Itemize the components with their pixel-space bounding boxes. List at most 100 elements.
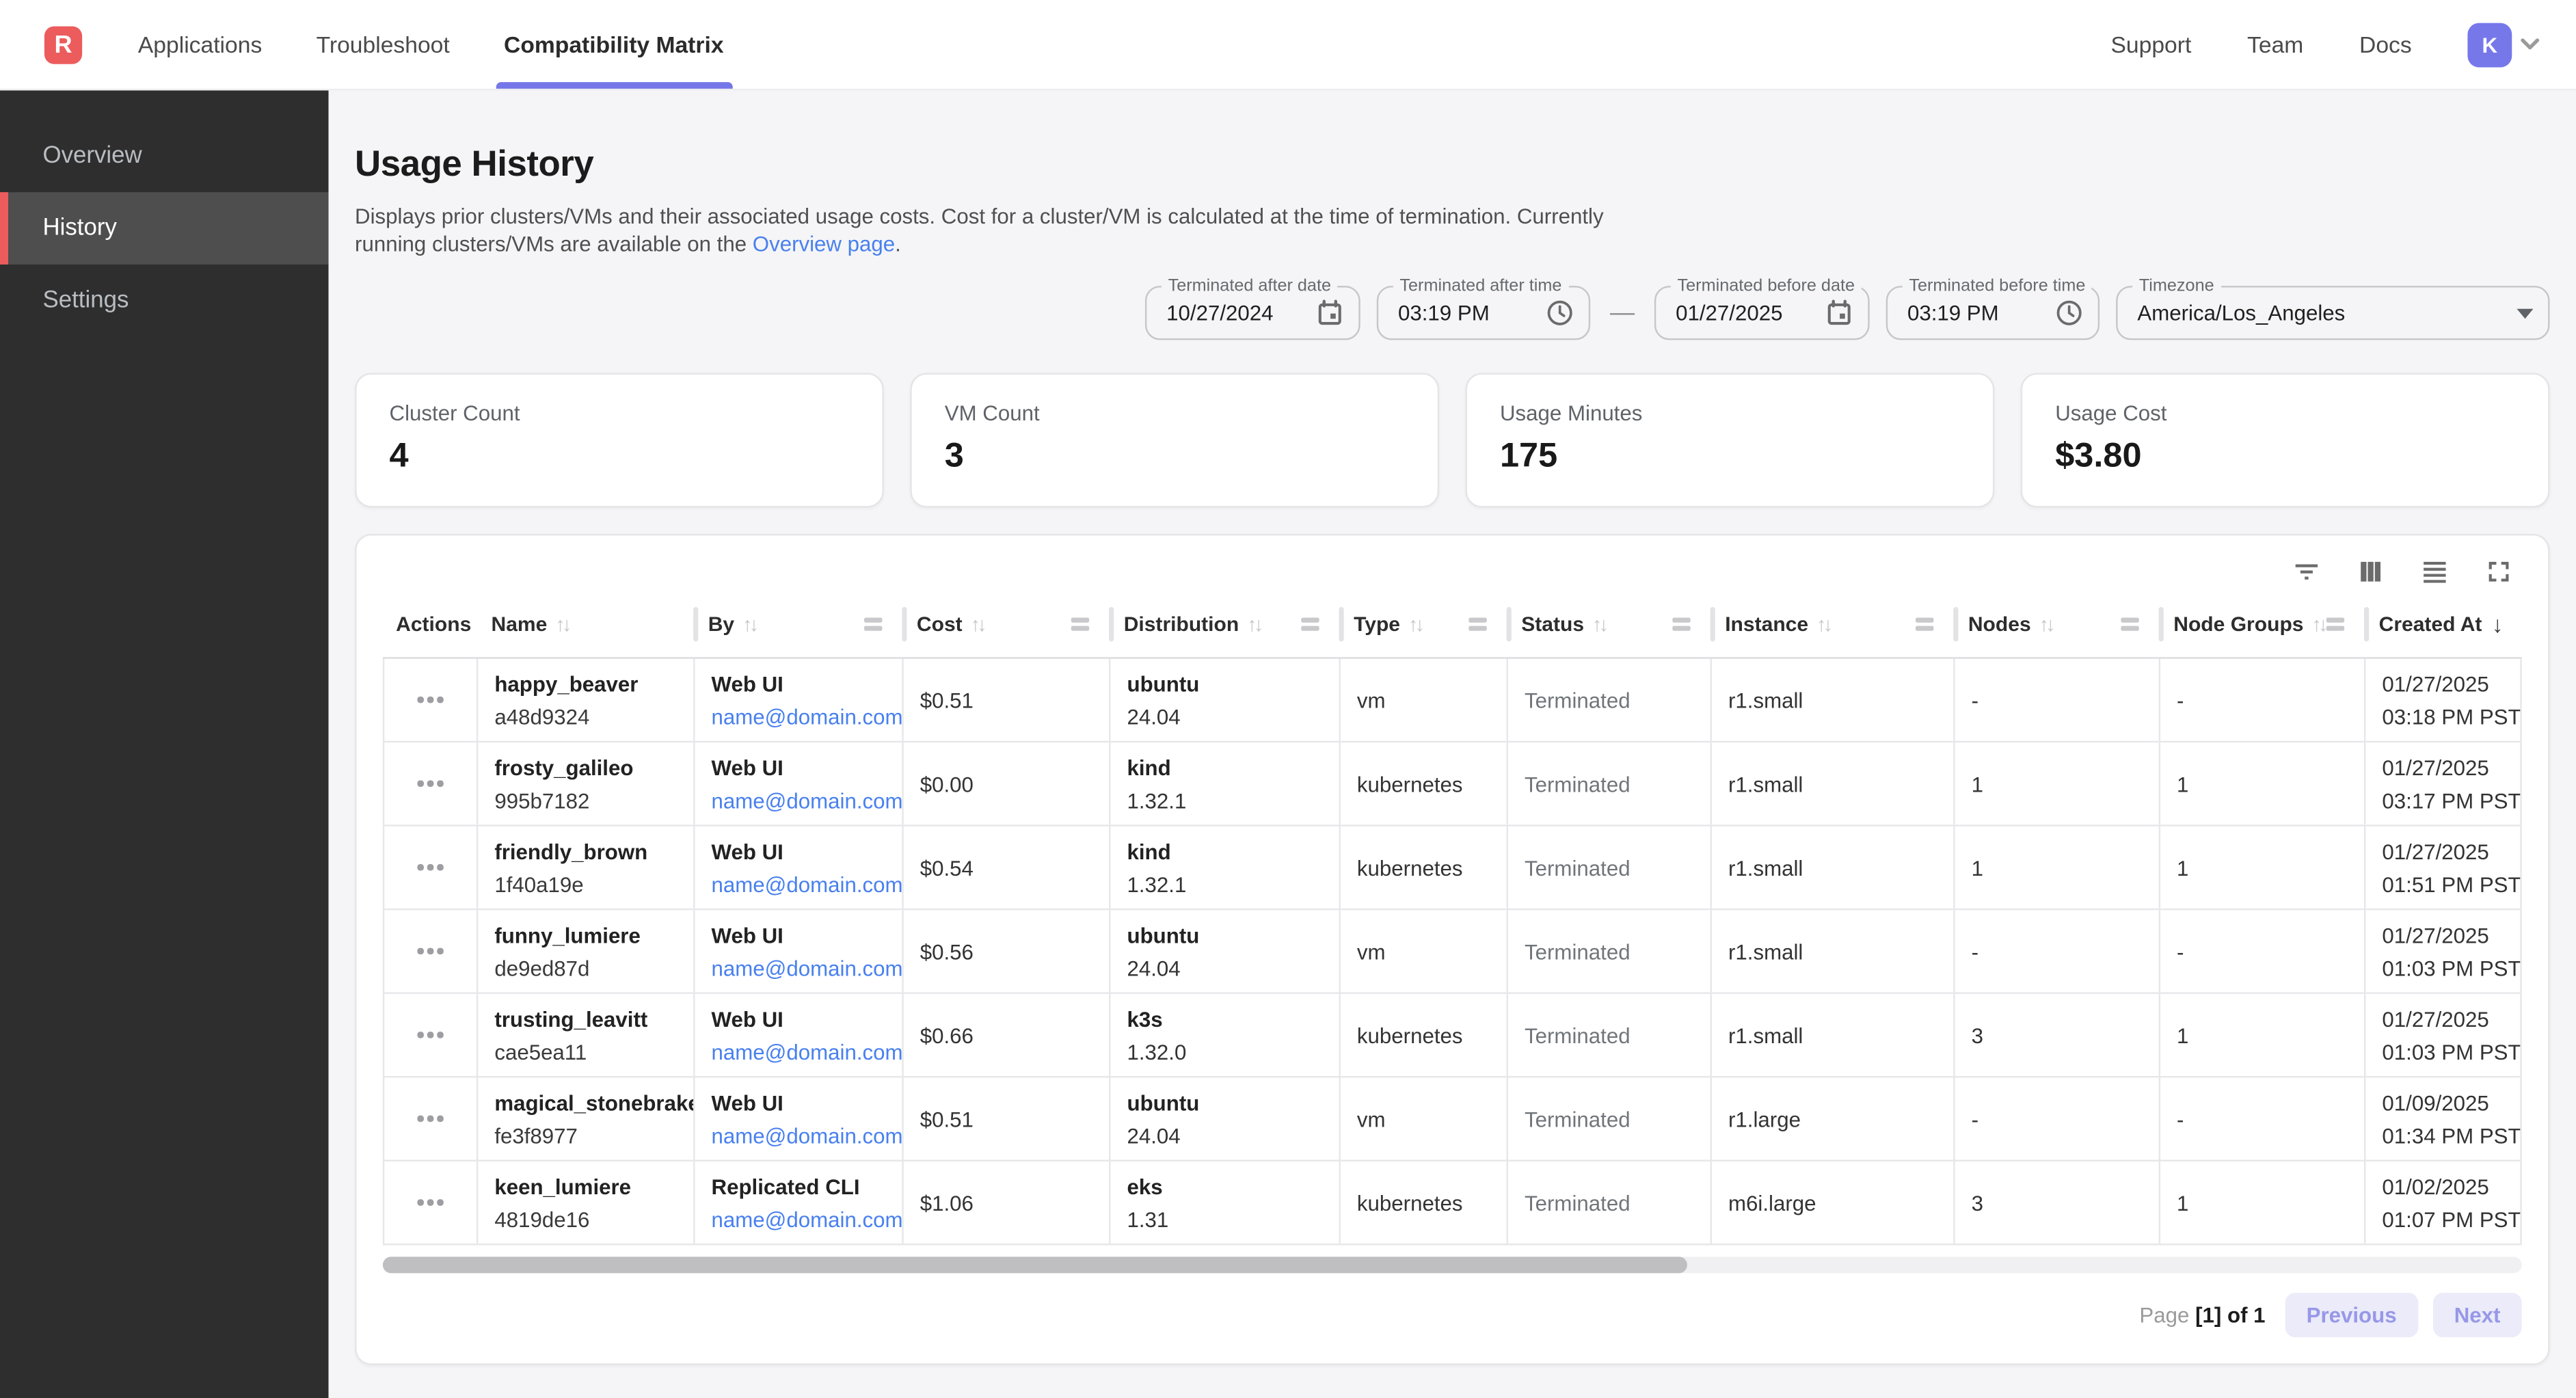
clock-icon[interactable] <box>1546 299 1574 327</box>
nav-item-applications[interactable]: Applications <box>137 31 263 58</box>
density-icon[interactable] <box>2420 557 2450 587</box>
email-link[interactable]: name@domain.com <box>711 788 903 813</box>
column-separator[interactable] <box>2364 606 2370 642</box>
column-header-by[interactable]: By ↑↓ <box>695 591 907 657</box>
columns-icon[interactable] <box>2356 557 2385 587</box>
column-menu-icon[interactable] <box>1071 618 1101 631</box>
column-separator[interactable] <box>1339 606 1344 642</box>
distribution-cell: k3s 1.32.0 <box>1110 993 1341 1077</box>
email-link[interactable]: name@domain.com <box>711 871 903 896</box>
more-actions-icon[interactable] <box>417 1032 444 1038</box>
next-page-button[interactable]: Next <box>2432 1293 2522 1338</box>
column-separator[interactable] <box>1109 606 1114 642</box>
nodes-cell: 1 <box>1955 742 2161 825</box>
email-link[interactable]: name@domain.com <box>711 703 903 729</box>
column-header-distribution[interactable]: Distribution ↑↓ <box>1110 591 1344 657</box>
sort-icon[interactable]: ↑↓ <box>1816 613 1833 636</box>
column-menu-icon[interactable] <box>1672 618 1702 631</box>
column-separator[interactable] <box>693 606 699 642</box>
filter-icon[interactable] <box>2292 557 2321 587</box>
nav-item-docs[interactable]: Docs <box>2359 31 2412 58</box>
actions-cell <box>382 1161 479 1244</box>
name-cell: funny_lumiere de9ed87d <box>478 910 695 993</box>
clock-icon[interactable] <box>2055 299 2083 327</box>
sidebar-item-overview[interactable]: Overview <box>42 143 142 170</box>
nav-item-team[interactable]: Team <box>2247 31 2304 58</box>
column-header-instance[interactable]: Instance ↑↓ <box>1712 591 1959 657</box>
sort-icon[interactable]: ↑↓ <box>2311 613 2329 636</box>
primary-nav: Applications Troubleshoot Compatibility … <box>137 0 732 89</box>
horizontal-scrollbar-thumb[interactable] <box>382 1256 1688 1274</box>
nav-item-troubleshoot[interactable]: Troubleshoot <box>316 31 450 58</box>
by-cell: Web UI name@domain.com <box>695 1077 904 1160</box>
email-link[interactable]: name@domain.com <box>711 1123 903 1148</box>
column-menu-icon[interactable] <box>2326 618 2356 631</box>
sort-icon[interactable]: ↑↓ <box>742 613 759 636</box>
status-cell: Terminated <box>1508 742 1712 825</box>
column-header-name[interactable]: Name ↑↓ <box>478 591 699 657</box>
user-avatar[interactable]: K <box>2467 22 2512 67</box>
column-header-type[interactable]: Type ↑↓ <box>1341 591 1512 657</box>
table-body: happy_beaver a48d9324 Web UI name@domain… <box>382 658 2522 1246</box>
name-cell: keen_lumiere 4819de16 <box>478 1161 695 1244</box>
column-menu-icon[interactable] <box>1468 618 1498 631</box>
nav-item-compatibility-matrix[interactable]: Compatibility Matrix <box>496 0 732 89</box>
sort-icon[interactable]: ↑↓ <box>1247 613 1263 636</box>
distribution-cell: kind 1.32.1 <box>1110 826 1341 909</box>
sort-icon[interactable]: ↑↓ <box>555 613 572 636</box>
sort-desc-icon[interactable]: ↓ <box>2491 610 2504 638</box>
column-header-node-groups[interactable]: Node Groups ↑↓ <box>2160 591 2370 657</box>
terminated-after-time-field[interactable]: Terminated after time 03:19 PM <box>1376 275 1591 340</box>
column-header-cost[interactable]: Cost ↑↓ <box>904 591 1114 657</box>
more-actions-icon[interactable] <box>417 781 444 787</box>
replicated-logo[interactable]: R <box>44 25 83 64</box>
column-separator[interactable] <box>1506 606 1512 642</box>
column-menu-icon[interactable] <box>2121 618 2150 631</box>
column-separator[interactable] <box>2158 606 2164 642</box>
timezone-select[interactable]: Timezone America/Los_Angeles <box>2116 275 2550 340</box>
nodes-cell: 3 <box>1955 1161 2161 1244</box>
pagination: Page [1] of 1 Previous Next <box>383 1293 2522 1338</box>
sort-icon[interactable]: ↑↓ <box>1408 613 1425 636</box>
calendar-icon[interactable] <box>1825 299 1853 327</box>
terminated-before-date-field[interactable]: Terminated before date 01/27/2025 <box>1654 275 1870 340</box>
column-header-nodes[interactable]: Nodes ↑↓ <box>1955 591 2164 657</box>
nav-item-support[interactable]: Support <box>2110 31 2192 58</box>
account-menu[interactable]: K <box>2467 22 2540 67</box>
column-separator[interactable] <box>1710 606 1715 642</box>
email-link[interactable]: name@domain.com <box>711 1038 903 1064</box>
fullscreen-icon[interactable] <box>2484 557 2513 587</box>
main-content: Usage History Displays prior clusters/VM… <box>328 90 2576 1398</box>
overview-page-link[interactable]: Overview page <box>752 230 896 256</box>
column-header-status[interactable]: Status ↑↓ <box>1508 591 1715 657</box>
sidebar-item-settings[interactable]: Settings <box>42 287 129 314</box>
more-actions-icon[interactable] <box>417 1116 444 1122</box>
column-separator[interactable] <box>902 606 907 642</box>
more-actions-icon[interactable] <box>417 1199 444 1206</box>
sort-icon[interactable]: ↑↓ <box>2039 613 2056 636</box>
sidebar-item-history[interactable]: History <box>0 192 329 265</box>
more-actions-icon[interactable] <box>417 948 444 954</box>
sort-icon[interactable]: ↑↓ <box>970 613 987 636</box>
calendar-icon[interactable] <box>1316 299 1344 327</box>
column-menu-icon[interactable] <box>1915 618 1945 631</box>
column-menu-icon[interactable] <box>1301 618 1330 631</box>
field-label: Terminated before time <box>1902 275 2093 296</box>
horizontal-scrollbar-track[interactable] <box>382 1256 2522 1274</box>
actions-cell <box>382 826 479 909</box>
terminated-after-date-field[interactable]: Terminated after date 10/27/2024 <box>1144 275 1360 340</box>
previous-page-button[interactable]: Previous <box>2285 1293 2418 1338</box>
column-menu-icon[interactable] <box>864 618 894 631</box>
sort-icon[interactable]: ↑↓ <box>1592 613 1609 636</box>
email-link[interactable]: name@domain.com <box>711 955 903 980</box>
email-link[interactable]: name@domain.com <box>711 1207 903 1232</box>
more-actions-icon[interactable] <box>417 864 444 871</box>
terminated-before-time-field[interactable]: Terminated before time 03:19 PM <box>1886 275 2100 340</box>
actions-cell <box>382 742 479 825</box>
column-separator[interactable] <box>1953 606 1959 642</box>
column-header-created-at[interactable]: Created At ↓ <box>2365 591 2521 657</box>
cost-cell: $0.66 <box>904 993 1111 1077</box>
more-actions-icon[interactable] <box>417 697 444 703</box>
column-label: Name <box>491 613 548 636</box>
